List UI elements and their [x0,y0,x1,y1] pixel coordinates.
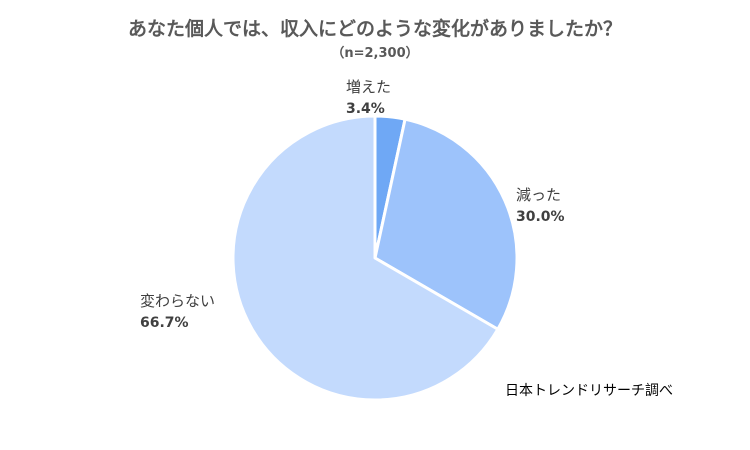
source-note: 日本トレンドリサーチ調べ [505,383,673,399]
slice-value-decreased: 30.0% [516,209,565,225]
slice-category-increased: 増えた [346,78,392,96]
slice-label-unchanged: 変わらない 66.7% [140,290,215,334]
pie-slice-unchanged [231,114,500,402]
slice-category-decreased: 減った [516,186,562,204]
chart-subtitle: （n=2,300） [331,46,419,61]
slice-category-unchanged: 変わらない [140,292,216,310]
slice-label-increased: 増えた 3.4% [346,76,391,120]
slice-label-decreased: 減った 30.0% [516,184,565,228]
slice-value-increased: 3.4% [346,101,385,117]
chart-title: あなた個人では、収入にどのような変化がありましたか？ [127,18,622,40]
slice-value-unchanged: 66.7% [140,315,189,331]
pie-slice-decreased [373,117,519,331]
